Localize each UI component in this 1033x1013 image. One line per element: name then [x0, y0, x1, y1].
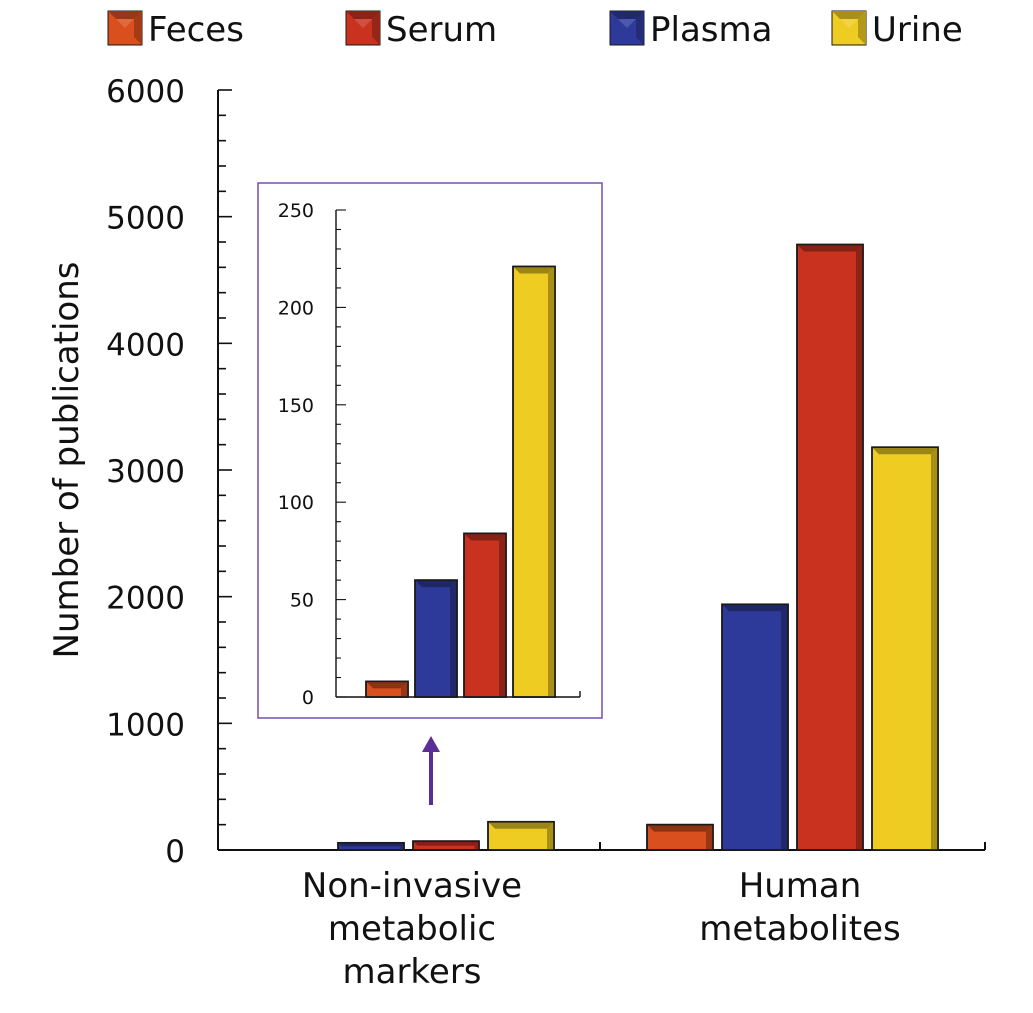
legend-item-urine: Urine	[831, 10, 963, 50]
inset-bar-urine-top-bevel	[513, 266, 555, 274]
legend-swatch-bevel-side	[636, 11, 644, 45]
legend-swatch-bevel-side	[372, 11, 380, 45]
bar-serum-noninvasive-side-bevel	[474, 841, 479, 850]
bar-urine-noninvasive-side-bevel	[547, 821, 554, 850]
inset-bar-serum-outline	[463, 532, 507, 698]
legend-item-serum: Serum	[345, 10, 497, 50]
y-tick-label: 1000	[106, 707, 185, 743]
legend-label: Urine	[872, 10, 963, 50]
legend-swatch-bevel-top	[832, 11, 866, 19]
legend-label: Serum	[386, 10, 497, 50]
bar-feces-human-outline	[646, 823, 714, 851]
inset-bar-plasma-side-bevel	[450, 580, 457, 697]
x-category-label: metabolites	[699, 909, 900, 949]
bar-plasma-noninvasive	[337, 841, 405, 851]
inset-y-tick-label: 0	[302, 687, 314, 709]
legend-swatch-facet	[840, 19, 858, 28]
bar-serum-human-top-bevel	[797, 244, 863, 252]
bar-plasma-noninvasive-top-bevel	[338, 842, 404, 847]
legend-swatch-bevel-side	[134, 11, 142, 45]
bar-feces-human	[646, 823, 714, 851]
bar-serum-human-body	[796, 243, 864, 851]
bar-plasma-noninvasive-side-bevel	[400, 842, 404, 850]
legend-label: Feces	[148, 10, 244, 50]
inset-y-tick-label: 250	[278, 200, 314, 222]
inset-pointer-arrow	[422, 736, 440, 805]
inset-bar-urine-outline	[512, 265, 556, 698]
bar-urine-human-top-bevel	[872, 447, 938, 455]
bar-urine-human-side-bevel	[931, 447, 938, 850]
x-category-label: metabolic	[328, 909, 496, 949]
inset-bar-plasma-outline	[414, 579, 458, 698]
x-category-label: markers	[342, 952, 481, 992]
legend-swatch-bevel-top	[610, 11, 644, 19]
bar-plasma-human-outline	[721, 603, 789, 851]
bar-feces-human-side-bevel	[706, 824, 713, 850]
y-tick-label: 2000	[106, 581, 185, 617]
legend-swatch-bevel-top	[346, 11, 380, 19]
legend-swatch-facet	[618, 19, 636, 28]
y-tick-label: 0	[165, 834, 185, 870]
bar-serum-human-outline	[796, 243, 864, 851]
legend-swatch-facet	[354, 19, 372, 28]
inset-bar-feces	[365, 680, 409, 698]
inset-y-tick-label: 200	[278, 297, 314, 319]
inset-bar-feces-top-bevel	[366, 681, 408, 689]
y-tick-label: 6000	[106, 74, 185, 110]
inset-bar-feces-outline	[365, 680, 409, 698]
y-tick-label: 5000	[106, 201, 185, 237]
bar-serum-noninvasive-top-bevel	[413, 841, 479, 846]
bar-serum-noninvasive-outline	[412, 840, 480, 851]
legend-item-feces: Feces	[107, 10, 244, 50]
bar-plasma-human-side-bevel	[781, 604, 788, 850]
bar-urine-human-outline	[871, 446, 939, 851]
bar-serum-human	[796, 243, 864, 851]
inset-bar-serum	[463, 532, 507, 698]
bar-urine-noninvasive-outline	[487, 820, 555, 851]
legend-swatch-facet	[116, 19, 134, 28]
inset-bar-plasma	[414, 579, 458, 698]
x-category-label: Human	[739, 866, 862, 906]
y-tick-label: 3000	[106, 454, 185, 490]
arrow-head	[422, 736, 440, 752]
inset-bar-serum-top-bevel	[464, 533, 506, 541]
legend-label: Plasma	[650, 10, 772, 50]
legend-item-plasma: Plasma	[609, 10, 772, 50]
bar-plasma-human	[721, 603, 789, 851]
bar-plasma-human-body	[721, 603, 789, 851]
bar-urine-noninvasive-top-bevel	[488, 821, 554, 829]
bar-plasma-noninvasive-outline	[337, 841, 405, 851]
bar-feces-human-top-bevel	[647, 824, 713, 832]
inset-bar-serum-side-bevel	[499, 533, 506, 697]
bar-urine-human	[871, 446, 939, 851]
legend-swatch-bevel-top	[108, 11, 142, 19]
inset-bar-urine-side-bevel	[548, 266, 555, 697]
inset-y-tick-label: 150	[278, 395, 314, 417]
inset-y-tick-label: 100	[278, 492, 314, 514]
inset-bar-feces-side-bevel	[401, 681, 408, 697]
legend-swatch-bevel-side	[858, 11, 866, 45]
inset-bar-urine	[512, 265, 556, 698]
bar-serum-human-side-bevel	[856, 244, 863, 851]
bar-urine-noninvasive	[487, 820, 555, 851]
y-tick-label: 4000	[106, 327, 185, 363]
inset-bar-plasma-top-bevel	[415, 580, 457, 588]
inset-y-tick-label: 50	[290, 590, 314, 612]
bar-serum-noninvasive	[412, 840, 480, 851]
y-axis-title: Number of publications	[47, 262, 87, 659]
bar-urine-human-body	[871, 446, 939, 851]
bar-plasma-human-top-bevel	[722, 604, 788, 612]
x-category-label: Non-invasive	[302, 866, 522, 906]
